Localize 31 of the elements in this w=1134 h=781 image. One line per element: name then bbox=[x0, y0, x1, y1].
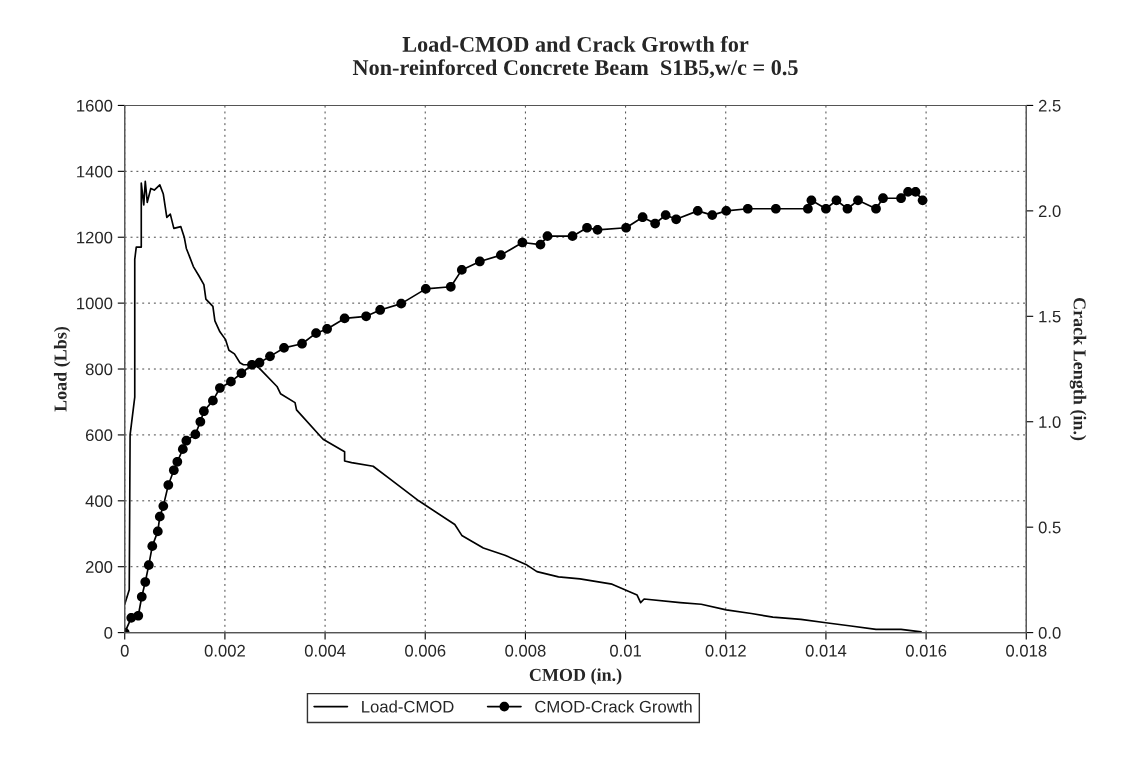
y-tick-label: 400 bbox=[85, 495, 113, 508]
y2-tick-label: 2.0 bbox=[1038, 205, 1061, 218]
y-tick-label: 1200 bbox=[77, 231, 113, 244]
y2-tick-label: 0.5 bbox=[1038, 521, 1061, 534]
legend-label: Load-CMOD bbox=[362, 700, 454, 713]
x-tick-label: 0.012 bbox=[705, 644, 746, 657]
x-tick-label: 0 bbox=[120, 644, 129, 657]
y2-tick-label: 0.0 bbox=[1038, 627, 1061, 639]
y-tick-label: 1400 bbox=[77, 165, 113, 178]
legend-label: CMOD-Crack Growth bbox=[535, 700, 692, 713]
x-tick-label: 0.006 bbox=[405, 644, 446, 657]
y-tick-label: 1600 bbox=[77, 99, 113, 112]
y-tick-label: 1000 bbox=[77, 297, 113, 310]
y-tick-label: 800 bbox=[85, 363, 113, 376]
chart-title: Load-CMOD and Crack Growth for Non-reinforced Concrete Beam S1B5,w/c = 0.5 bbox=[352, 36, 798, 79]
y2-tick-label: 1.5 bbox=[1039, 310, 1061, 323]
x-tick-label: 0.004 bbox=[304, 644, 346, 657]
y-tick-label: 0 bbox=[104, 627, 113, 639]
y-tick-label: 200 bbox=[85, 561, 113, 573]
y2-tick-label: 1.0 bbox=[1039, 416, 1061, 428]
x-tick-label: 0.016 bbox=[905, 644, 947, 657]
x-tick-label: 0.014 bbox=[805, 644, 847, 657]
x-tick-label: 0.002 bbox=[204, 644, 245, 657]
y-tick-label: 600 bbox=[85, 429, 113, 442]
y2-tick-label: 2.5 bbox=[1038, 99, 1061, 112]
y2-axis-title: Crack Length (in.) bbox=[1069, 297, 1087, 441]
x-tick-label: 0.018 bbox=[1006, 644, 1047, 657]
y-axis-title: Load (Lbs) bbox=[53, 326, 71, 412]
x-axis-title: CMOD (in.) bbox=[529, 668, 622, 685]
x-tick-label: 0.008 bbox=[505, 644, 546, 657]
x-tick-label: 0.01 bbox=[610, 644, 641, 657]
